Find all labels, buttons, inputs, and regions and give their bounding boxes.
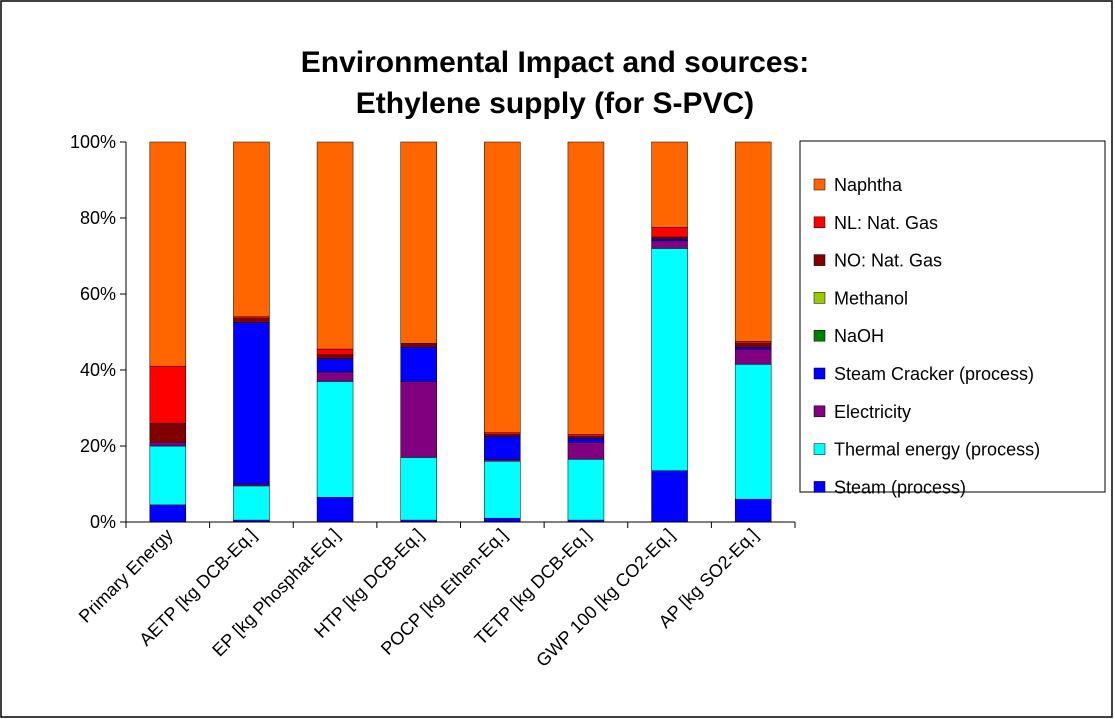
bar-segment (567, 441, 605, 460)
bar-segment (734, 364, 772, 500)
bar-segment (567, 459, 605, 521)
bar-segment (734, 141, 772, 342)
legend-swatch (813, 254, 826, 266)
bar-segment (149, 141, 187, 367)
bar-segment (400, 381, 437, 458)
bar-segment (316, 141, 354, 350)
bar-segment (484, 432, 521, 435)
bar-segment (316, 381, 354, 498)
bar-segment (233, 318, 270, 323)
bar-segment (734, 348, 772, 365)
bar-segment (651, 141, 688, 228)
y-tick-label: 80% (80, 208, 116, 228)
chart-title: Environmental Impact and sources: (301, 46, 809, 79)
bar-segment (233, 483, 270, 487)
y-tick-label: 60% (80, 284, 116, 304)
bar-segment (484, 434, 521, 437)
chart-title: Ethylene supply (for S-PVC) (356, 87, 754, 120)
legend-swatch (813, 405, 826, 418)
bar-segment (567, 434, 605, 437)
legend-label: NaOH (834, 326, 884, 346)
bar-segment (149, 441, 187, 447)
bar-segment (651, 227, 688, 238)
bar-segment (484, 141, 521, 433)
bar-segment (149, 504, 187, 523)
bar-segment (233, 141, 270, 318)
bar-segment (149, 445, 187, 506)
legend-label: NO: Nat. Gas (834, 251, 942, 271)
legend-swatch (813, 481, 826, 493)
y-tick-label: 0% (90, 512, 116, 532)
bar-segment (316, 358, 354, 373)
bar-segment (734, 498, 772, 523)
bar-segment (149, 422, 187, 443)
legend-label: Steam (process) (834, 477, 966, 497)
bar-segment (734, 346, 772, 350)
bar-segment (484, 460, 521, 519)
legend-label: NL: Nat. Gas (834, 213, 938, 233)
bar-segment (651, 238, 688, 242)
bar-segment (484, 459, 521, 462)
legend-swatch (813, 216, 826, 229)
bar-segment (567, 436, 605, 439)
bar-segment (316, 497, 354, 523)
bar-segment (233, 485, 270, 521)
bar-segment (149, 365, 187, 424)
legend-label: Naphtha (834, 175, 903, 195)
bar-segment (233, 322, 270, 485)
legend-swatch (813, 443, 826, 455)
bar-segment (567, 141, 605, 435)
legend-label: Methanol (834, 288, 908, 308)
legend-swatch (813, 292, 826, 304)
bar-segment (484, 436, 521, 460)
bar-segment (316, 371, 354, 382)
y-tick-label: 20% (80, 436, 116, 456)
legend-swatch (813, 367, 826, 380)
bar-segment (734, 343, 772, 348)
bar-segment (400, 457, 437, 521)
bar-segment (233, 316, 270, 319)
bar-segment (400, 346, 437, 382)
bar-segment (734, 341, 772, 344)
bar-segment (316, 354, 354, 359)
bar-segment (651, 236, 688, 240)
legend-label: Steam Cracker (process) (834, 364, 1034, 384)
bar-segment (400, 141, 437, 344)
legend-swatch (813, 178, 826, 191)
bar-segment (400, 343, 437, 348)
y-tick-label: 100% (70, 132, 116, 152)
bar-segment (484, 517, 521, 523)
bar-segment (316, 348, 354, 356)
legend-swatch (813, 329, 826, 342)
legend-box (799, 140, 1106, 493)
bar-segment (567, 438, 605, 443)
bar-segment (651, 248, 688, 471)
bar-segment (651, 240, 688, 249)
y-tick-label: 40% (80, 360, 116, 380)
legend-label: Thermal energy (process) (834, 440, 1040, 460)
legend-label: Electricity (834, 402, 911, 422)
bar-segment (651, 470, 688, 523)
